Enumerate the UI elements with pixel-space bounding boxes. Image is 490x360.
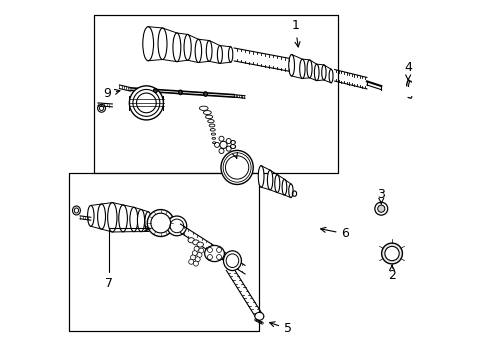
Ellipse shape bbox=[206, 41, 212, 61]
Ellipse shape bbox=[173, 33, 181, 62]
Ellipse shape bbox=[133, 89, 160, 116]
Ellipse shape bbox=[208, 120, 214, 123]
Ellipse shape bbox=[188, 238, 195, 243]
Ellipse shape bbox=[199, 106, 208, 111]
Ellipse shape bbox=[218, 45, 222, 63]
Ellipse shape bbox=[315, 64, 319, 81]
Circle shape bbox=[194, 246, 199, 251]
Polygon shape bbox=[95, 15, 338, 173]
Ellipse shape bbox=[258, 166, 264, 187]
Ellipse shape bbox=[204, 92, 207, 96]
Ellipse shape bbox=[73, 206, 80, 215]
Ellipse shape bbox=[153, 89, 157, 93]
Ellipse shape bbox=[158, 28, 167, 59]
Ellipse shape bbox=[167, 216, 187, 236]
Ellipse shape bbox=[211, 133, 216, 135]
Circle shape bbox=[191, 255, 196, 260]
Ellipse shape bbox=[205, 246, 224, 262]
Text: 3: 3 bbox=[377, 188, 385, 204]
Ellipse shape bbox=[129, 86, 164, 120]
Polygon shape bbox=[69, 173, 259, 330]
Ellipse shape bbox=[137, 210, 145, 231]
Ellipse shape bbox=[275, 175, 280, 193]
Ellipse shape bbox=[282, 179, 287, 195]
Ellipse shape bbox=[193, 240, 199, 245]
Ellipse shape bbox=[228, 47, 233, 62]
Ellipse shape bbox=[322, 65, 326, 80]
Ellipse shape bbox=[289, 54, 294, 76]
Ellipse shape bbox=[255, 312, 264, 320]
Text: 4: 4 bbox=[404, 60, 412, 80]
Ellipse shape bbox=[209, 124, 215, 127]
Ellipse shape bbox=[197, 242, 203, 247]
Ellipse shape bbox=[223, 251, 242, 271]
Ellipse shape bbox=[385, 246, 399, 261]
Ellipse shape bbox=[108, 203, 117, 232]
Text: 8: 8 bbox=[228, 139, 237, 158]
Ellipse shape bbox=[203, 111, 211, 114]
Ellipse shape bbox=[382, 243, 402, 264]
Ellipse shape bbox=[375, 202, 388, 215]
Text: 6: 6 bbox=[320, 227, 349, 240]
Ellipse shape bbox=[300, 59, 305, 78]
Circle shape bbox=[195, 257, 200, 262]
Ellipse shape bbox=[88, 206, 94, 226]
Text: 2: 2 bbox=[388, 265, 396, 282]
Ellipse shape bbox=[212, 138, 216, 139]
Ellipse shape bbox=[98, 104, 105, 112]
Ellipse shape bbox=[210, 129, 215, 131]
Ellipse shape bbox=[145, 212, 151, 231]
Ellipse shape bbox=[151, 213, 171, 233]
Circle shape bbox=[199, 248, 204, 253]
Ellipse shape bbox=[329, 69, 333, 83]
Ellipse shape bbox=[213, 142, 216, 144]
Ellipse shape bbox=[147, 210, 174, 237]
Text: 5: 5 bbox=[270, 322, 292, 335]
Ellipse shape bbox=[307, 60, 312, 78]
Text: 9: 9 bbox=[103, 87, 120, 100]
Ellipse shape bbox=[179, 90, 182, 95]
Ellipse shape bbox=[130, 207, 138, 231]
Ellipse shape bbox=[289, 184, 293, 198]
Ellipse shape bbox=[143, 27, 153, 61]
Circle shape bbox=[194, 261, 198, 266]
Ellipse shape bbox=[98, 204, 105, 229]
Text: 1: 1 bbox=[291, 19, 300, 47]
Circle shape bbox=[189, 259, 194, 264]
Ellipse shape bbox=[205, 115, 213, 119]
Ellipse shape bbox=[221, 150, 253, 184]
Circle shape bbox=[197, 252, 202, 257]
Text: 7: 7 bbox=[105, 226, 149, 291]
Ellipse shape bbox=[119, 205, 127, 232]
Ellipse shape bbox=[378, 205, 385, 212]
Circle shape bbox=[192, 251, 197, 256]
Ellipse shape bbox=[268, 170, 273, 190]
Ellipse shape bbox=[195, 39, 201, 63]
Ellipse shape bbox=[184, 35, 191, 60]
